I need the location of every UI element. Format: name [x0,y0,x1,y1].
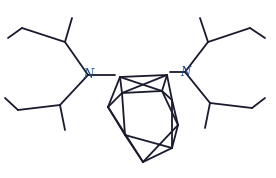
Text: N: N [180,66,190,78]
Text: N: N [83,69,93,82]
